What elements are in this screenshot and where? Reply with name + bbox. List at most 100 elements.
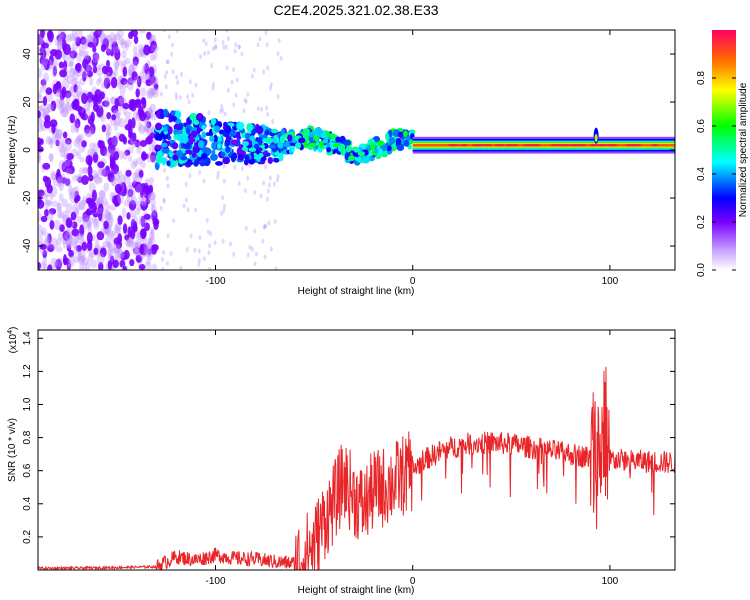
- heatmap-cell: [40, 261, 46, 270]
- heatmap-cell: [651, 144, 659, 147]
- heatmap-cell: [81, 254, 86, 264]
- heatmap-cell: [129, 259, 135, 267]
- heatmap-cell: [232, 251, 236, 257]
- heatmap-cell: [267, 182, 271, 188]
- heatmap-cell: [42, 96, 48, 107]
- heatmap-cell: [114, 48, 121, 61]
- heatmap-cell: [70, 211, 77, 221]
- heatmap-cell: [136, 157, 143, 165]
- heatmap-cell: [207, 250, 211, 256]
- heatmap-cell: [100, 196, 108, 206]
- heatmap-cell: [117, 193, 124, 205]
- heatmap-cell: [54, 128, 63, 139]
- spectrogram-y-axis-label: Frequency (Hz): [7, 116, 18, 185]
- heatmap-cell: [234, 42, 238, 48]
- heatmap-cell: [197, 140, 205, 149]
- heatmap-cell: [263, 254, 267, 260]
- heatmap-cell: [38, 224, 43, 232]
- heatmap-cell: [148, 87, 157, 96]
- heatmap-cell: [140, 215, 146, 228]
- heatmap-cell: [87, 251, 94, 262]
- heatmap-cell: [226, 36, 230, 42]
- heatmap-cell: [81, 140, 87, 148]
- heatmap-cell: [82, 58, 89, 70]
- heatmap-cell: [68, 33, 76, 42]
- heatmap-cell: [134, 242, 140, 254]
- heatmap-cell: [124, 238, 132, 248]
- heatmap-cell: [209, 135, 215, 142]
- heatmap-cell: [113, 243, 121, 254]
- heatmap-cell: [163, 108, 169, 117]
- heatmap-cell: [101, 241, 110, 248]
- heatmap-cell: [100, 82, 108, 89]
- heatmap-cell: [250, 246, 254, 252]
- heatmap-cell: [117, 250, 126, 259]
- heatmap-cell: [93, 247, 99, 255]
- heatmap-cell: [121, 59, 127, 67]
- heatmap-cell: [162, 146, 170, 154]
- heatmap-cell: [42, 249, 47, 259]
- heatmap-cell: [148, 144, 156, 153]
- heatmap-cell: [143, 242, 150, 254]
- heatmap-cell: [66, 241, 74, 250]
- heatmap-cell: [97, 76, 103, 83]
- heatmap-cell: [38, 210, 42, 223]
- heatmap-cell: [73, 240, 78, 249]
- snr-frame: [37, 329, 676, 571]
- heatmap-cell: [130, 161, 138, 170]
- heatmap-cell: [93, 142, 99, 155]
- heatmap-cell: [204, 41, 208, 47]
- heatmap-cell: [121, 207, 127, 218]
- heatmap-cell: [51, 64, 58, 73]
- heatmap-cell: [65, 167, 73, 176]
- heatmap-cell: [140, 198, 147, 205]
- heatmap-cell: [40, 79, 47, 86]
- heatmap-cell: [105, 236, 112, 245]
- heatmap-cell: [59, 224, 65, 233]
- heatmap-cell: [145, 107, 153, 117]
- heatmap-cell: [188, 79, 192, 85]
- heatmap-cell: [79, 262, 84, 270]
- heatmap-cell: [38, 230, 45, 237]
- heatmap-cell: [69, 50, 78, 59]
- heatmap-cell: [526, 144, 537, 147]
- heatmap-cell: [68, 68, 76, 78]
- heatmap-cell: [101, 65, 108, 75]
- heatmap-cell: [556, 144, 568, 147]
- heatmap-cell: [169, 51, 173, 57]
- heatmap-cell: [55, 129, 64, 139]
- heatmap-cell: [237, 44, 241, 50]
- heatmap-cell: [193, 119, 200, 126]
- heatmap-cell: [126, 212, 131, 220]
- heatmap-cell: [161, 257, 165, 263]
- heatmap-cell: [50, 237, 58, 250]
- heatmap-cell: [57, 142, 65, 154]
- heatmap-cell: [48, 54, 54, 66]
- heatmap-cell: [223, 111, 227, 117]
- heatmap-cell: [75, 245, 83, 252]
- heatmap-cell: [265, 196, 269, 202]
- heatmap-cell: [276, 51, 280, 57]
- heatmap-cell: [92, 35, 99, 47]
- heatmap-cell: [47, 233, 52, 244]
- heatmap-cell: [159, 205, 163, 211]
- heatmap-cell: [287, 134, 293, 142]
- heatmap-cell: [271, 118, 275, 124]
- heatmap-cell: [208, 266, 212, 270]
- heatmap-cell: [139, 87, 147, 97]
- heatmap-cell: [118, 36, 124, 46]
- heatmap-cell: [170, 110, 176, 116]
- heatmap-cell: [56, 38, 63, 46]
- heatmap-cell: [240, 51, 244, 57]
- heatmap-cell: [92, 65, 98, 74]
- heatmap-cell: [45, 87, 53, 95]
- heatmap-cell: [109, 217, 114, 227]
- heatmap-cell: [103, 220, 109, 230]
- snr-y-tick-label: 1.0: [22, 397, 33, 411]
- heatmap-cell: [148, 106, 153, 115]
- heatmap-cell: [75, 52, 83, 63]
- heatmap-cell: [191, 92, 195, 98]
- heatmap-cell: [47, 200, 53, 207]
- heatmap-cell: [114, 171, 121, 182]
- heatmap-cell: [38, 67, 43, 79]
